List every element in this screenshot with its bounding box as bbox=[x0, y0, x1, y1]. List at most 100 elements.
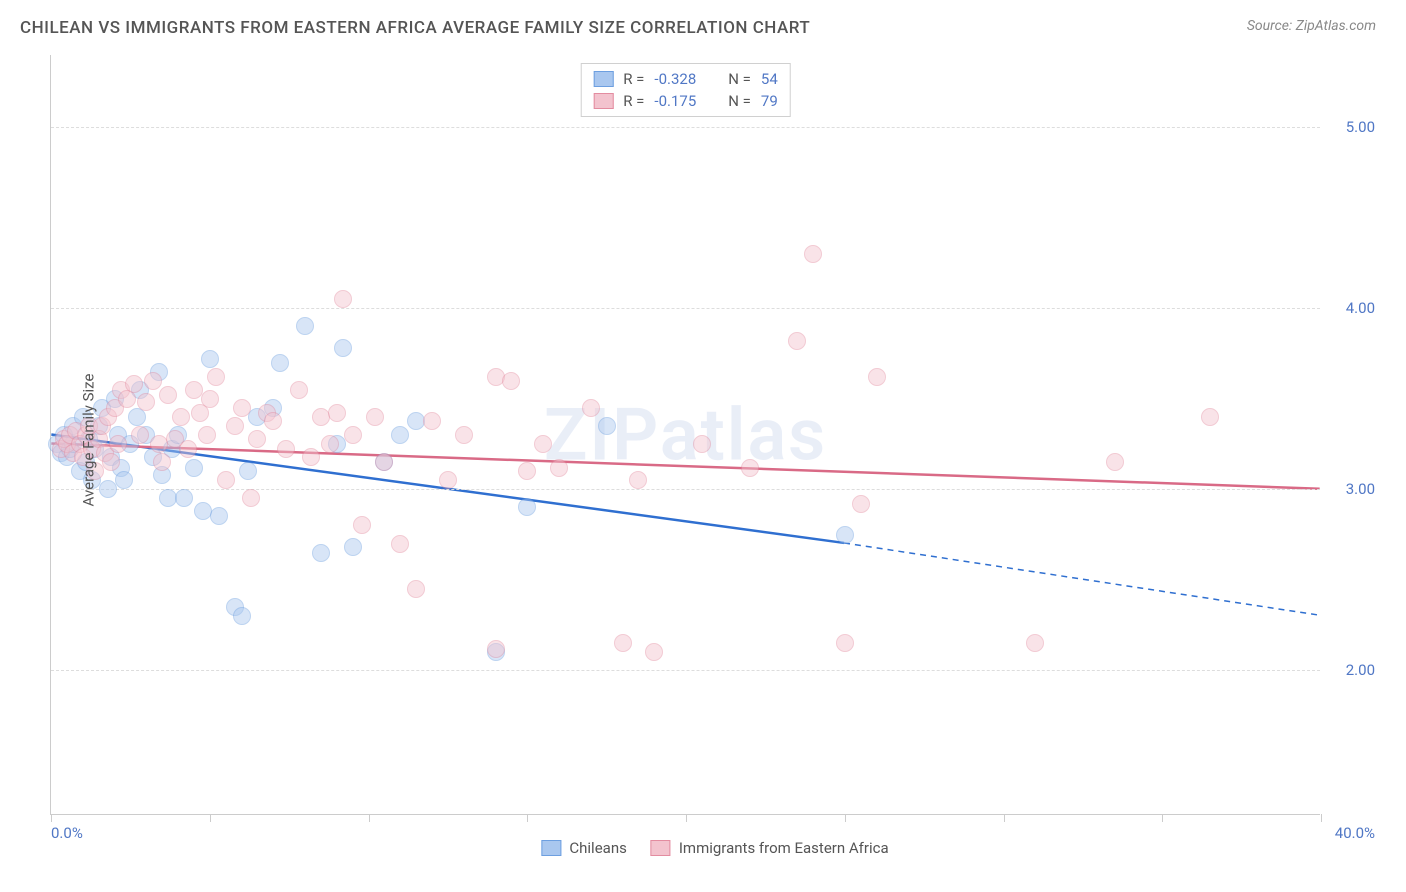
data-point bbox=[179, 440, 197, 458]
chart-container: ZIPatlas R =-0.328N =54R =-0.175N =79 2.… bbox=[50, 55, 1380, 825]
data-point bbox=[207, 368, 225, 386]
legend-swatch bbox=[541, 840, 561, 856]
data-point bbox=[344, 426, 362, 444]
data-point bbox=[185, 459, 203, 477]
data-point bbox=[99, 480, 117, 498]
data-point bbox=[302, 448, 320, 466]
data-point bbox=[1201, 408, 1219, 426]
legend-stat-row: R = -0.175 N = 79 bbox=[593, 90, 778, 112]
data-point bbox=[375, 453, 393, 471]
x-tick bbox=[1004, 814, 1005, 822]
data-point bbox=[1026, 634, 1044, 652]
plot-area: ZIPatlas R =-0.328N =54R =-0.175N =79 2.… bbox=[50, 55, 1320, 815]
data-point bbox=[518, 498, 536, 516]
legend-stat-row: R = -0.328 N = 54 bbox=[593, 68, 778, 90]
gridline bbox=[51, 127, 1320, 128]
data-point bbox=[534, 435, 552, 453]
legend-label: Chileans bbox=[569, 839, 626, 857]
data-point bbox=[290, 381, 308, 399]
x-tick bbox=[210, 814, 211, 822]
data-point bbox=[109, 435, 127, 453]
data-point bbox=[201, 350, 219, 368]
data-point bbox=[407, 580, 425, 598]
data-point bbox=[328, 404, 346, 422]
data-point bbox=[1106, 453, 1124, 471]
x-tick bbox=[1162, 814, 1163, 822]
data-point bbox=[391, 426, 409, 444]
data-point bbox=[366, 408, 384, 426]
data-point bbox=[242, 489, 260, 507]
data-point bbox=[868, 368, 886, 386]
data-point bbox=[198, 426, 216, 444]
data-point bbox=[271, 354, 289, 372]
stat-n-value: 54 bbox=[761, 70, 778, 88]
data-point bbox=[439, 471, 457, 489]
data-point bbox=[344, 538, 362, 556]
data-point bbox=[836, 526, 854, 544]
stat-r-label: R = bbox=[623, 70, 644, 88]
data-point bbox=[175, 489, 193, 507]
data-point bbox=[582, 399, 600, 417]
stat-n-label: N = bbox=[728, 70, 751, 88]
gridline bbox=[51, 308, 1320, 309]
data-point bbox=[423, 412, 441, 430]
data-point bbox=[321, 435, 339, 453]
stat-n-value: 79 bbox=[761, 92, 778, 110]
data-point bbox=[233, 607, 251, 625]
x-axis-min-label: 0.0% bbox=[51, 824, 83, 842]
data-point bbox=[172, 408, 190, 426]
stat-n-label: N = bbox=[728, 92, 751, 110]
data-point bbox=[226, 417, 244, 435]
data-point bbox=[391, 535, 409, 553]
data-point bbox=[210, 507, 228, 525]
data-point bbox=[836, 634, 854, 652]
data-point bbox=[353, 516, 371, 534]
stat-r-label: R = bbox=[623, 92, 644, 110]
x-tick bbox=[1321, 814, 1322, 822]
data-point bbox=[334, 339, 352, 357]
y-tick-label: 4.00 bbox=[1346, 299, 1375, 317]
data-point bbox=[518, 462, 536, 480]
data-point bbox=[550, 459, 568, 477]
chart-title: CHILEAN VS IMMIGRANTS FROM EASTERN AFRIC… bbox=[20, 18, 810, 38]
legend-item: Immigrants from Eastern Africa bbox=[651, 839, 889, 857]
legend-series: Chileans Immigrants from Eastern Africa bbox=[541, 839, 888, 857]
data-point bbox=[804, 245, 822, 263]
data-point bbox=[153, 453, 171, 471]
data-point bbox=[248, 430, 266, 448]
gridline bbox=[51, 670, 1320, 671]
data-point bbox=[264, 412, 282, 430]
data-point bbox=[159, 386, 177, 404]
x-tick bbox=[527, 814, 528, 822]
data-point bbox=[125, 375, 143, 393]
data-point bbox=[788, 332, 806, 350]
data-point bbox=[102, 453, 120, 471]
data-point bbox=[852, 495, 870, 513]
legend-swatch bbox=[593, 71, 613, 87]
gridline bbox=[51, 489, 1320, 490]
data-point bbox=[144, 372, 162, 390]
trend-lines bbox=[51, 55, 1320, 814]
x-tick bbox=[369, 814, 370, 822]
data-point bbox=[598, 417, 616, 435]
data-point bbox=[629, 471, 647, 489]
y-tick-label: 5.00 bbox=[1346, 118, 1375, 136]
data-point bbox=[487, 640, 505, 658]
data-point bbox=[741, 459, 759, 477]
data-point bbox=[131, 426, 149, 444]
y-tick-label: 2.00 bbox=[1346, 661, 1375, 679]
data-point bbox=[239, 462, 257, 480]
data-point bbox=[277, 440, 295, 458]
data-point bbox=[455, 426, 473, 444]
data-point bbox=[502, 372, 520, 390]
y-tick-label: 3.00 bbox=[1346, 480, 1375, 498]
source-attribution: Source: ZipAtlas.com bbox=[1247, 18, 1376, 34]
stat-r-value: -0.328 bbox=[654, 70, 696, 88]
data-point bbox=[312, 544, 330, 562]
y-axis-title: Average Family Size bbox=[79, 374, 97, 507]
stat-r-value: -0.175 bbox=[654, 92, 696, 110]
legend-stats-box: R = -0.328 N = 54 R = -0.175 N = 79 bbox=[580, 63, 791, 117]
legend-label: Immigrants from Eastern Africa bbox=[679, 839, 889, 857]
x-tick bbox=[51, 814, 52, 822]
legend-swatch bbox=[651, 840, 671, 856]
